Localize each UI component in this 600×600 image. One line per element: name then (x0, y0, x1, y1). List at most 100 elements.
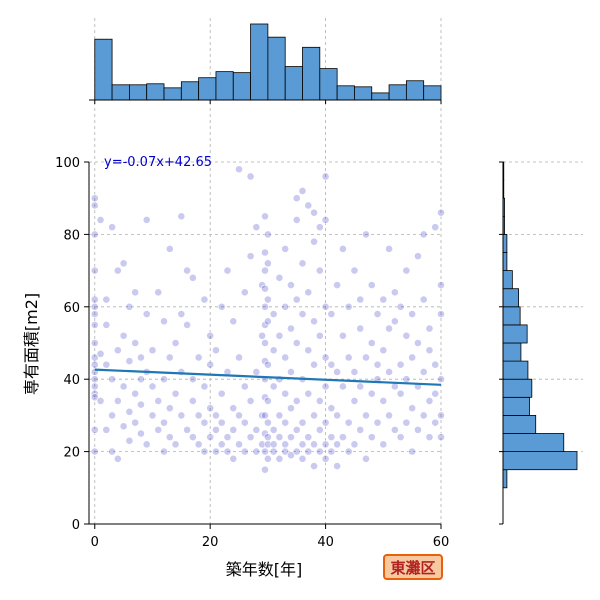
data-point (217, 440, 226, 449)
axes-layer: 0 20 40 60 0 20 40 60 80 100 (55, 156, 449, 550)
data-point (379, 346, 388, 355)
data-point (327, 310, 336, 318)
data-point (333, 368, 342, 376)
data-point (165, 404, 174, 413)
data-point (287, 281, 295, 289)
data-point (304, 288, 313, 297)
data-point (298, 454, 307, 463)
data-point (356, 295, 365, 304)
data-point (275, 411, 284, 420)
data-point (263, 259, 272, 268)
x-hist-bar (423, 85, 442, 101)
data-point (333, 462, 342, 470)
top-histogram (89, 23, 442, 104)
data-point (217, 302, 226, 311)
data-point (419, 368, 428, 376)
data-point (102, 360, 111, 369)
data-point (304, 447, 313, 456)
data-point (414, 339, 422, 347)
data-point (240, 418, 249, 427)
data-point (246, 433, 255, 442)
data-point (229, 404, 238, 413)
y-tick-label: 20 (63, 446, 80, 461)
data-point (229, 317, 238, 326)
data-point (269, 440, 278, 449)
data-point (246, 172, 255, 181)
data-point (119, 331, 128, 340)
data-point (292, 194, 301, 203)
data-point (142, 310, 151, 318)
data-point (263, 360, 272, 369)
y-tick-label: 80 (63, 228, 80, 243)
data-point (171, 339, 180, 347)
x-tick-label: 0 (91, 535, 99, 550)
data-point (362, 411, 370, 420)
x-hist-bar (198, 77, 217, 101)
data-point (165, 433, 174, 442)
data-point (315, 397, 324, 405)
data-point (229, 454, 238, 463)
data-point (102, 320, 111, 329)
data-point (125, 302, 134, 311)
data-point (183, 425, 191, 434)
data-point (408, 404, 417, 413)
data-point (385, 324, 393, 333)
data-point (160, 447, 168, 456)
data-point (235, 411, 243, 420)
data-point (194, 353, 203, 362)
data-point (408, 310, 417, 318)
regression-layer (94, 368, 442, 386)
data-point (402, 418, 411, 427)
data-point (367, 339, 376, 347)
data-point (310, 208, 318, 217)
data-point (350, 440, 359, 449)
data-point (287, 451, 295, 460)
data-point (281, 440, 290, 449)
data-point (125, 436, 134, 445)
data-point (263, 295, 272, 304)
data-point (419, 230, 428, 239)
data-point (160, 317, 168, 326)
data-point (402, 375, 411, 384)
data-point (310, 237, 318, 246)
data-point (339, 433, 347, 442)
data-point (310, 411, 318, 420)
data-point (131, 389, 140, 398)
data-point (269, 382, 278, 391)
data-point (431, 418, 440, 427)
data-point (292, 447, 301, 456)
data-point (90, 302, 99, 311)
data-point (240, 447, 249, 456)
x-hist-bar (146, 83, 165, 101)
y-tick-label: 60 (63, 301, 80, 316)
data-point (333, 281, 342, 289)
data-point (298, 187, 307, 195)
x-hist-bar (111, 84, 130, 101)
x-axis-label: 築年数[年] (226, 560, 303, 579)
y-tick-label: 100 (55, 156, 80, 171)
data-point (281, 389, 290, 398)
data-point (119, 259, 128, 268)
x-hist-bar (128, 84, 148, 101)
data-point (200, 382, 209, 391)
x-hist-bar (215, 71, 234, 101)
data-point (206, 331, 215, 340)
data-point (261, 465, 269, 474)
y-hist-bar (502, 233, 508, 253)
data-point (261, 212, 269, 221)
data-point (137, 353, 145, 362)
data-point (385, 411, 393, 420)
data-point (131, 418, 140, 427)
data-point (269, 425, 278, 434)
data-point (419, 295, 428, 304)
data-point (113, 266, 122, 275)
data-point (327, 360, 336, 369)
data-point (258, 440, 267, 449)
data-point (96, 349, 105, 358)
data-point (131, 288, 140, 297)
data-point (281, 244, 290, 253)
data-point (275, 331, 284, 340)
data-point (327, 447, 336, 456)
data-point (137, 429, 145, 438)
data-point (367, 389, 376, 398)
